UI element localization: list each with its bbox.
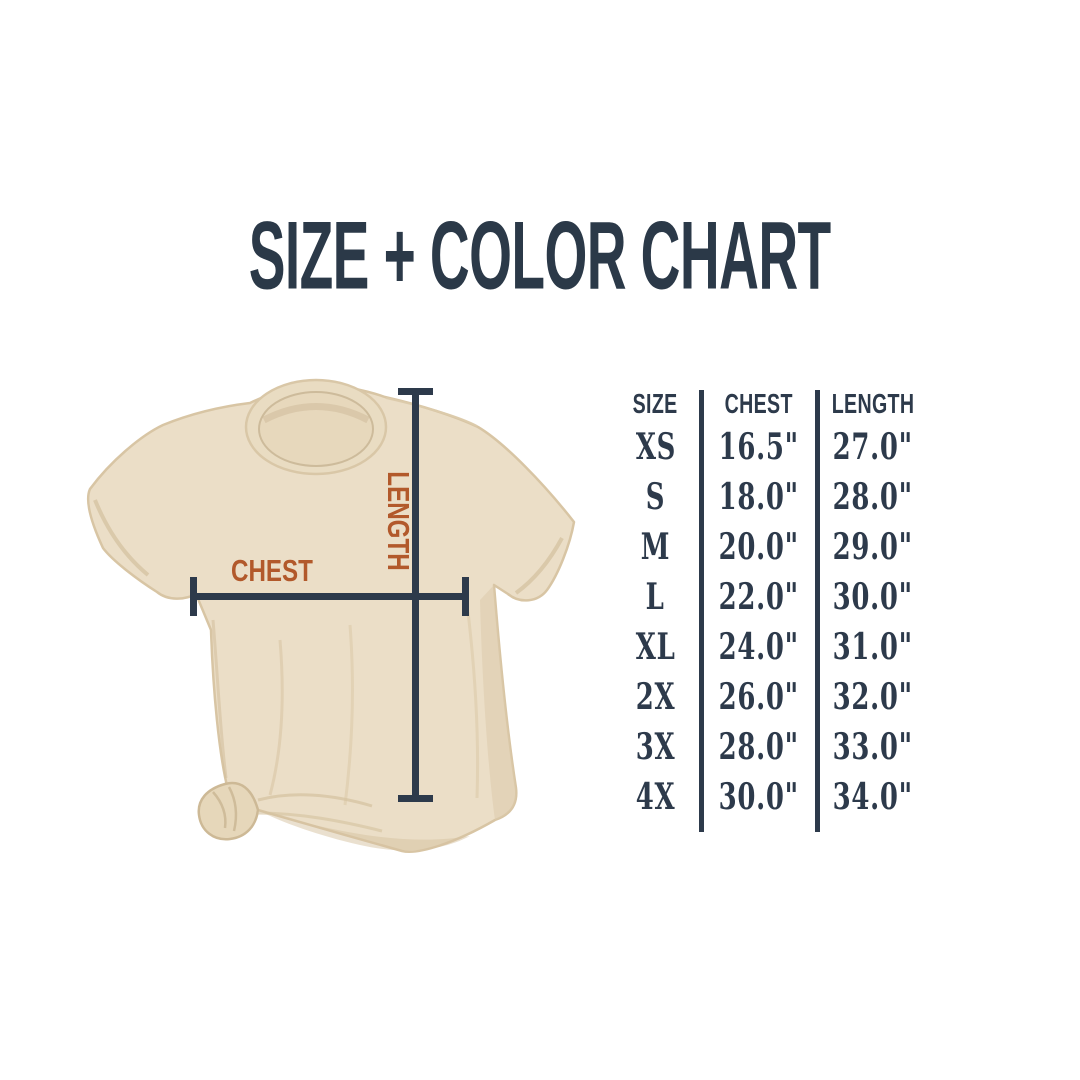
chest-value: 30.0" (718, 776, 800, 818)
length-value: 28.0" (832, 476, 914, 518)
column-header-length: LENGTH (817, 386, 929, 422)
table-row-3x-length: 33.0" (817, 722, 929, 772)
table-row-2x-size: 2X (610, 672, 701, 722)
knot-fold (257, 811, 383, 833)
column-header-size-label: SIZE (633, 388, 678, 419)
table-row-m-size: M (610, 522, 701, 572)
page-title: SIZE + COLOR CHART (249, 201, 831, 310)
table-row-2x-chest: 26.0" (701, 672, 817, 722)
size-value: 4X (635, 776, 676, 818)
table-row-3x-chest: 28.0" (701, 722, 817, 772)
table-row-l-length: 30.0" (817, 572, 929, 622)
chest-line (193, 593, 468, 600)
length-value: 34.0" (832, 776, 914, 818)
size-value: L (646, 576, 665, 618)
length-value: 27.0" (832, 426, 914, 468)
tshirt-shade-hem (258, 810, 470, 851)
size-value: 3X (635, 726, 676, 768)
chest-line-left-cap (190, 577, 197, 616)
table-row-xl-size: XL (610, 622, 701, 672)
column-header-chest: CHEST (701, 386, 817, 422)
left-sleeve-cuff (93, 499, 150, 577)
length-value: 33.0" (832, 726, 914, 768)
wrinkle (343, 624, 354, 806)
table-row-xs-chest: 16.5" (701, 422, 817, 472)
length-value: 29.0" (832, 526, 914, 568)
chest-line-right-cap (462, 577, 469, 616)
chest-value: 24.0" (718, 626, 800, 668)
tshirt-shade-right (480, 585, 517, 820)
table-row-4x-chest: 30.0" (701, 772, 817, 822)
size-value: XS (635, 426, 676, 468)
table-row-s-length: 28.0" (817, 472, 929, 522)
table-row-l-chest: 22.0" (701, 572, 817, 622)
wrinkle (211, 619, 228, 779)
table-row-xs-length: 27.0" (817, 422, 929, 472)
table-row-2x-length: 32.0" (817, 672, 929, 722)
knot-twist (212, 791, 227, 829)
table-column-divider (815, 390, 820, 832)
tshirt-knot (197, 781, 260, 841)
chest-value: 20.0" (718, 526, 800, 568)
length-value: 32.0" (832, 676, 914, 718)
table-row-xl-chest: 24.0" (701, 622, 817, 672)
collar-opening (258, 391, 374, 467)
chest-label: CHEST (231, 553, 313, 588)
knot-fold (257, 793, 373, 808)
length-value: 30.0" (832, 576, 914, 618)
length-line-top-cap (398, 388, 433, 395)
knot-twist (227, 786, 238, 832)
table-row-4x-size: 4X (610, 772, 701, 822)
chest-value: 16.5" (718, 426, 800, 468)
table-row-4x-length: 34.0" (817, 772, 929, 822)
table-row-xl-length: 31.0" (817, 622, 929, 672)
shoulder-seam-right (385, 397, 478, 427)
table-row-xs-size: XS (610, 422, 701, 472)
wrinkle (268, 639, 284, 796)
chest-value: 26.0" (718, 676, 800, 718)
wrinkle (466, 611, 480, 799)
chest-value: 22.0" (718, 576, 800, 618)
size-value: S (645, 476, 666, 518)
length-label: LENGTH (381, 471, 416, 571)
table-row-s-size: S (610, 472, 701, 522)
length-line-bottom-cap (398, 795, 433, 802)
chest-value: 18.0" (718, 476, 800, 518)
table-column-divider (699, 390, 704, 832)
right-sleeve-cuff (514, 537, 564, 595)
size-value: M (640, 526, 671, 568)
table-row-3x-size: 3X (610, 722, 701, 772)
length-value: 31.0" (832, 626, 914, 668)
table-row-l-size: L (610, 572, 701, 622)
table-row-m-chest: 20.0" (701, 522, 817, 572)
collar-inner-shadow (262, 403, 370, 424)
chest-value: 28.0" (718, 726, 800, 768)
column-header-length-label: LENGTH (831, 388, 915, 419)
size-table: SIZE CHEST LENGTH XS 16.5" 27.0" S 18.0"… (610, 386, 929, 846)
column-header-size: SIZE (610, 386, 701, 422)
size-value: XL (635, 626, 676, 668)
size-value: 2X (635, 676, 676, 718)
page-title-wrap: SIZE + COLOR CHART (0, 201, 1080, 310)
table-row-m-length: 29.0" (817, 522, 929, 572)
table-row-s-chest: 18.0" (701, 472, 817, 522)
column-header-chest-label: CHEST (724, 388, 794, 419)
